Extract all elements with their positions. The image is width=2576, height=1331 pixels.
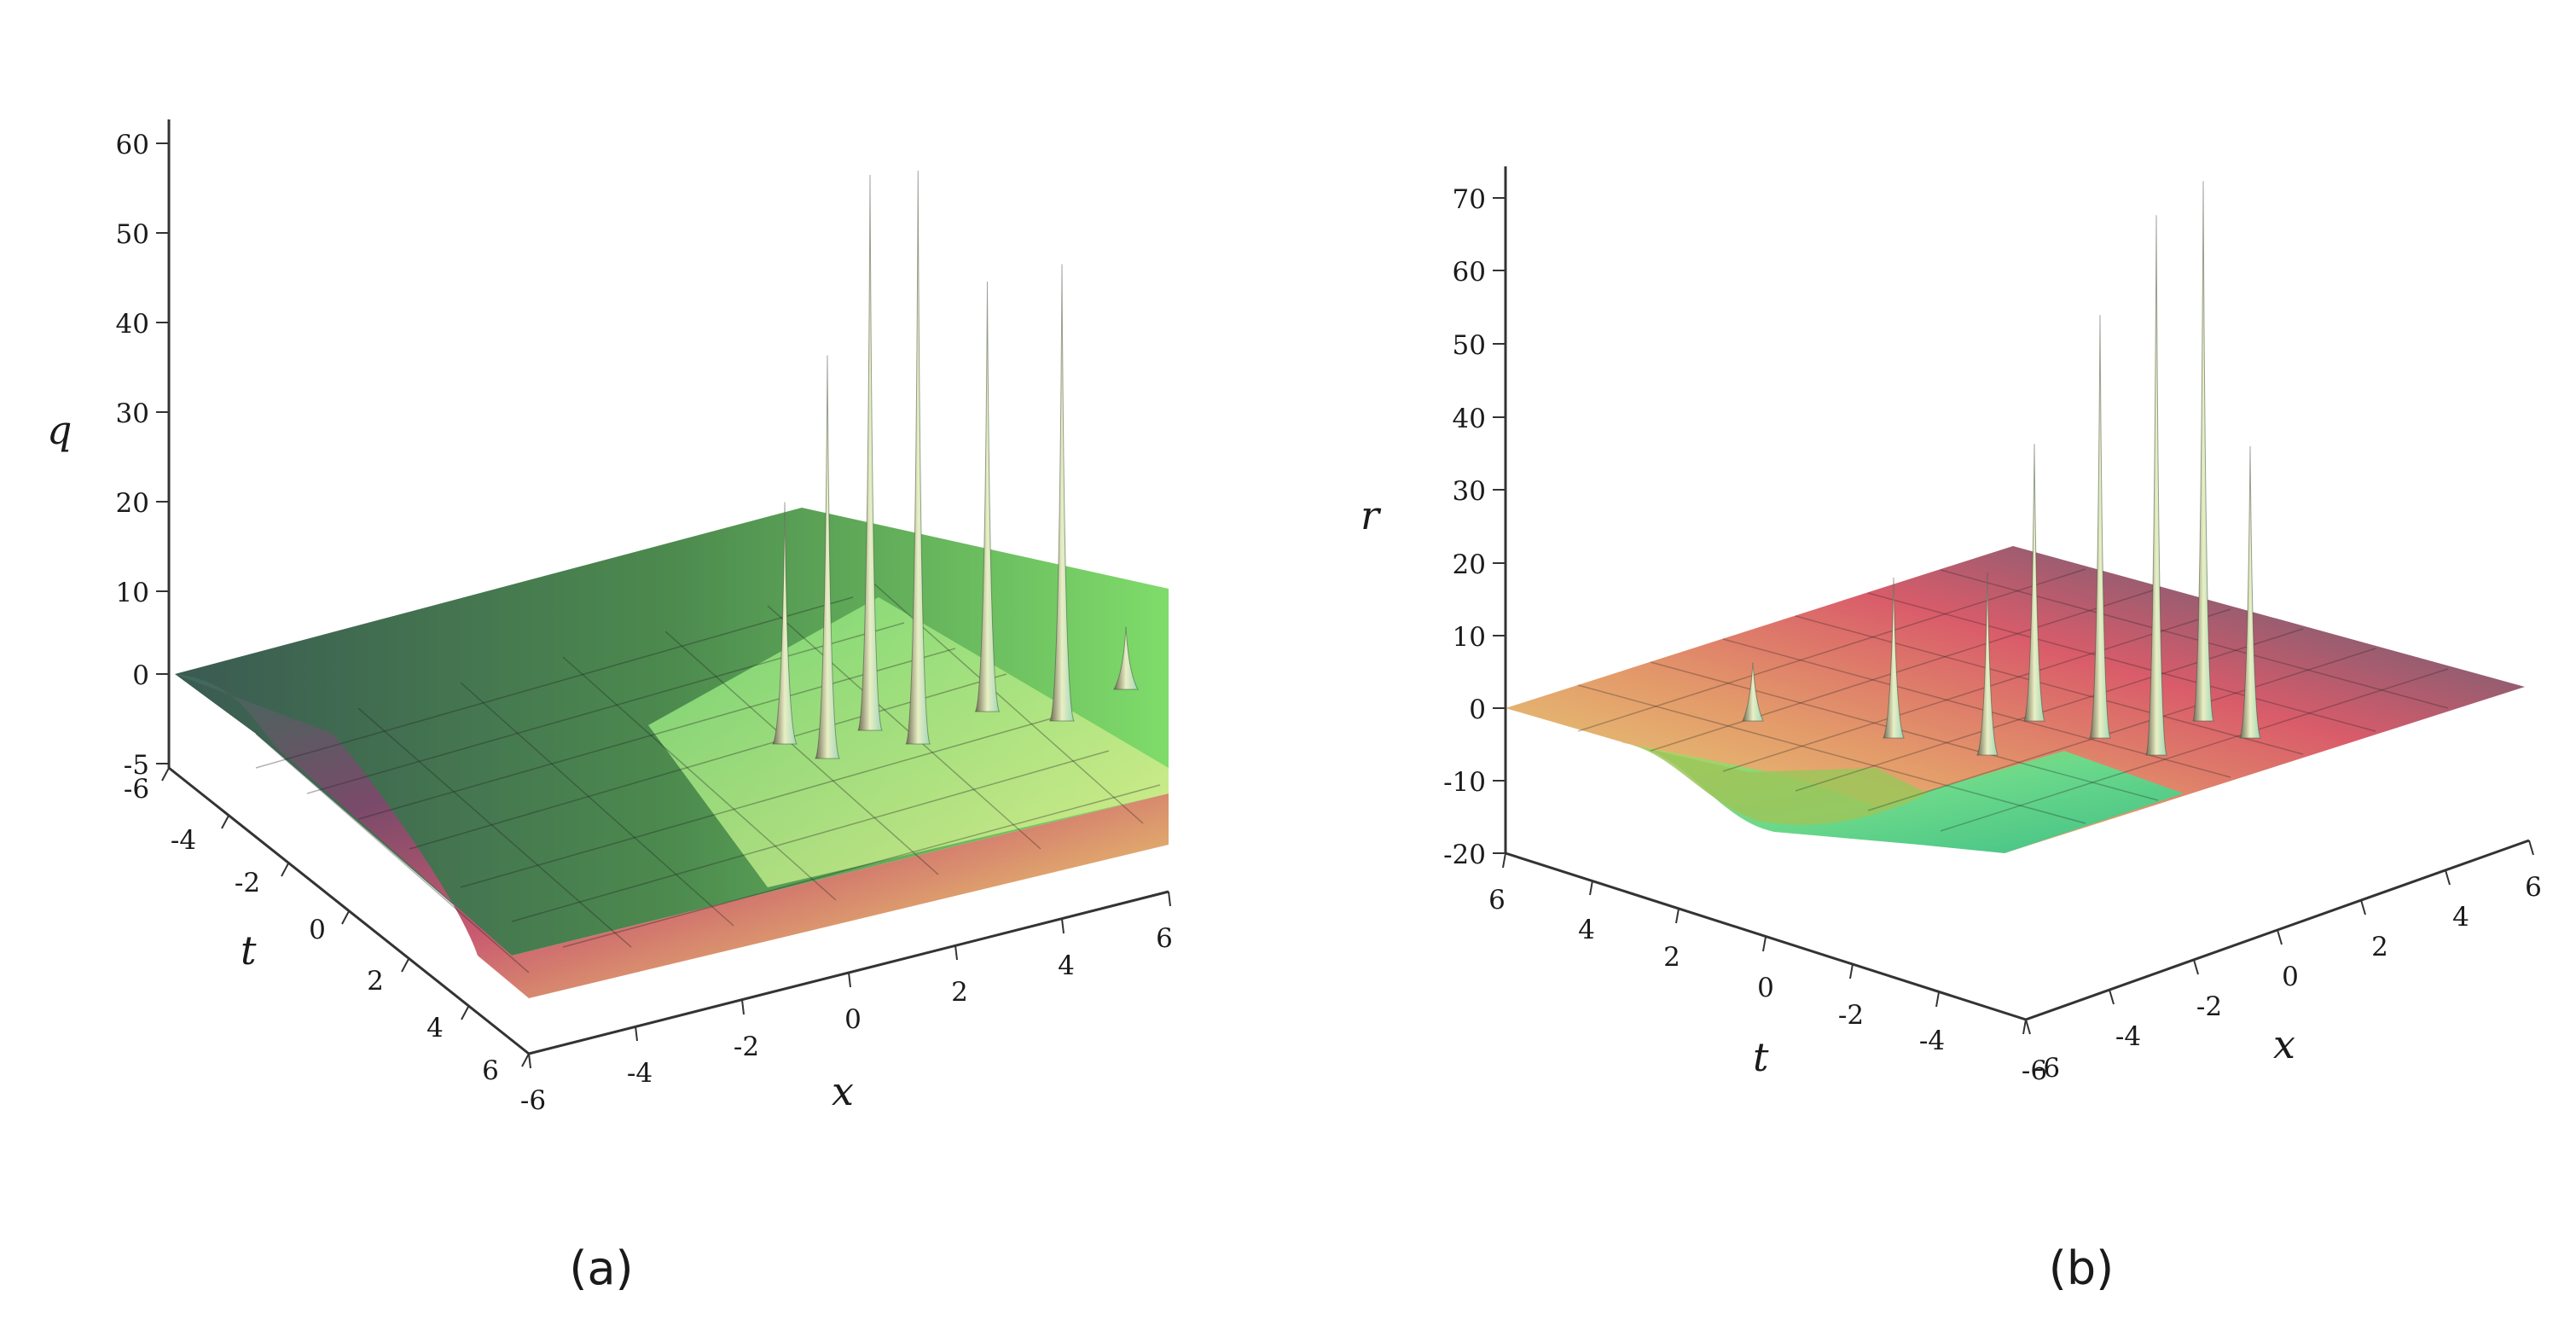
z-tick-b-2: 50 — [1453, 330, 1486, 361]
caption-b: (b) — [2049, 1241, 2114, 1295]
spikes-b-peak-3 — [2023, 444, 2045, 722]
x-tick-a-6: 6 — [1156, 923, 1173, 954]
t-tick-b-3: 0 — [1757, 973, 1774, 1003]
spikes-a-peak-1 — [815, 355, 840, 759]
x-tick-a-4: 2 — [951, 977, 968, 1008]
z-tick-b-7: 0 — [1469, 695, 1486, 725]
t-axis-title-b: t — [1753, 1034, 1769, 1080]
z-tick-a-2: 40 — [116, 309, 149, 340]
t-tick-a-5: 4 — [426, 1013, 444, 1043]
z-tick-a-4: 20 — [116, 488, 149, 519]
t-ticks-b — [1502, 852, 2027, 1035]
t-tick-a-2: -2 — [235, 868, 260, 898]
t-tick-a-0: -6 — [124, 774, 149, 805]
x-tick-b-4: 2 — [2371, 932, 2388, 962]
t-tick-b-5: -4 — [1919, 1026, 1945, 1056]
t-tick-b-2: 2 — [1663, 942, 1680, 973]
t-axis-title-a: t — [241, 927, 257, 974]
z-tick-b-9: -20 — [1443, 840, 1486, 870]
x-tick-a-3: 0 — [844, 1004, 862, 1035]
x-tick-a-2: -2 — [734, 1032, 759, 1062]
spikes-b — [1742, 181, 2261, 756]
x-tick-b-5: 4 — [2452, 902, 2469, 933]
z-axis-title-b: r — [1361, 492, 1382, 538]
x-tick-b-1: -4 — [2115, 1021, 2141, 1052]
t-tick-a-1: -4 — [171, 825, 196, 856]
spikes-a-peak-0 — [772, 502, 798, 745]
x-ticks-a — [528, 891, 1171, 1069]
spikes-a-peak-5 — [1049, 264, 1075, 722]
spikes-a-peak-3 — [905, 170, 931, 745]
z-axis-title-a: q — [47, 407, 72, 453]
spikes-b-peak-6 — [2192, 181, 2214, 722]
z-tick-a-5: 10 — [116, 578, 149, 608]
spikes-b-peak-7 — [2239, 445, 2261, 739]
z-tick-b-6: 10 — [1453, 622, 1486, 653]
spikes-a — [772, 170, 1139, 759]
x-tick-b-6: 6 — [2525, 872, 2542, 903]
x-tick-a-1: -4 — [627, 1058, 653, 1089]
x-axis-title-b: x — [2273, 1021, 2295, 1067]
t-tick-a-4: 2 — [367, 966, 384, 997]
t-axis-a — [168, 766, 530, 1055]
spikes-b-peak-1 — [1883, 577, 1905, 739]
t-ticks-a — [161, 767, 530, 1067]
z-tick-b-8: -10 — [1443, 767, 1486, 798]
spikes-a-peak-2 — [857, 174, 883, 731]
t-tick-b-0: 6 — [1488, 885, 1506, 915]
spikes-b-peak-5 — [2145, 215, 2167, 756]
surface-b-front — [1621, 742, 2184, 853]
t-tick-a-6: 6 — [482, 1055, 499, 1086]
spikes-b-peak-4 — [2089, 315, 2111, 739]
t-tick-a-3: 0 — [309, 915, 326, 945]
z-tick-a-7: -5 — [124, 750, 149, 781]
z-ticks-b — [1493, 197, 1506, 854]
z-tick-a-6: 0 — [132, 660, 149, 691]
spikes-b-peak-0 — [1742, 662, 1764, 722]
z-tick-b-1: 60 — [1453, 257, 1486, 288]
spikes-a-peak-6 — [1113, 626, 1139, 690]
z-tick-a-3: 30 — [116, 398, 149, 429]
surface-a-grid — [255, 579, 1161, 974]
t-tick-b-6: -6 — [2022, 1055, 2047, 1086]
x-tick-b-2: -2 — [2196, 991, 2222, 1022]
x-tick-a-0: -6 — [520, 1085, 546, 1116]
z-tick-a-0: 60 — [116, 130, 149, 160]
panel-a: 60 50 40 30 20 10 0 -5 q -6 -4 -2 0 2 4 … — [47, 119, 1173, 1295]
x-tick-b-3: 0 — [2282, 962, 2299, 992]
x-axis-title-a: x — [832, 1068, 854, 1114]
z-tick-b-4: 30 — [1453, 476, 1486, 507]
x-tick-b-0: -6 — [2034, 1053, 2060, 1084]
z-ticks-a — [156, 142, 169, 764]
surface-b-trough — [1621, 742, 1928, 825]
t-tick-b-4: -2 — [1838, 1000, 1864, 1031]
panel-b: 70 60 50 40 30 20 10 0 -10 -20 r 6 4 2 0… — [1361, 166, 2542, 1295]
z-tick-b-0: 70 — [1453, 184, 1486, 215]
surface-a-front — [175, 674, 1169, 998]
z-tick-b-5: 20 — [1453, 549, 1486, 580]
x-ticks-b — [2025, 840, 2534, 1035]
spikes-b-peak-2 — [1976, 573, 1999, 756]
t-tick-b-1: 4 — [1578, 915, 1595, 945]
x-tick-a-5: 4 — [1058, 950, 1075, 981]
caption-a: (a) — [569, 1241, 633, 1295]
spikes-a-peak-4 — [974, 281, 1001, 712]
z-tick-a-1: 50 — [116, 219, 149, 250]
z-tick-b-3: 40 — [1453, 404, 1486, 434]
